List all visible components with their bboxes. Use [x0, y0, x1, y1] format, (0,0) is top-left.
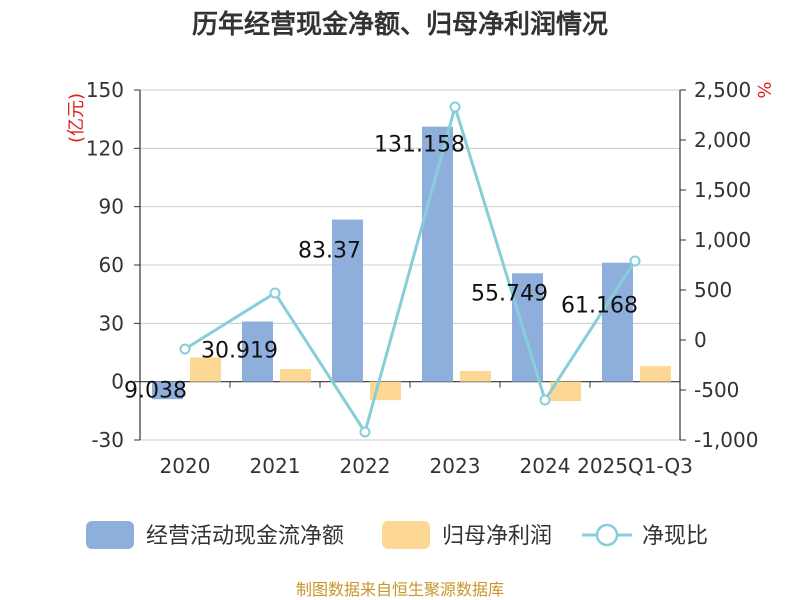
- axes: 150 120 90 60 30 0 -30 2,500 2,000 1,500 1,000 500 0…: [86, 78, 759, 478]
- ratio-point: [539, 394, 551, 406]
- cashflow-data-label: 55.749: [471, 281, 548, 306]
- right-tick-label: 1,000: [694, 228, 751, 252]
- cashflow-bar: [152, 381, 183, 400]
- cashflow-bar: [512, 273, 543, 382]
- grid: [140, 89, 680, 441]
- profit-bar: [640, 366, 671, 382]
- left-tick-label: 90: [99, 195, 124, 219]
- x-tick-label: 2023: [430, 454, 481, 478]
- right-tick-label: 2,500: [694, 78, 751, 102]
- source-note: 制图数据来自恒生聚源数据库: [296, 580, 504, 599]
- profit-bar: [460, 370, 491, 382]
- cashflow-data-label: 131.158: [374, 133, 465, 158]
- cashflow-data-label: 61.168: [561, 294, 638, 319]
- x-tick-label: 2020: [160, 454, 211, 478]
- cashflow-data-label: 83.37: [298, 239, 361, 264]
- profit-bar: [190, 357, 221, 382]
- legend-swatch-cashflow: [86, 521, 134, 549]
- ratio-point: [269, 287, 281, 299]
- right-tick-label: -500: [694, 378, 739, 402]
- legend-label-profit: 归母净利润: [442, 524, 552, 549]
- left-tick-label: 60: [99, 253, 124, 277]
- ratio-point: [359, 426, 371, 438]
- right-tick-label: 1,500: [694, 178, 751, 202]
- ratio-line-path: [184, 101, 637, 436]
- legend-marker-ratio: [595, 523, 619, 547]
- legend: 经营活动现金流净额 归母净利润 净现比: [86, 521, 708, 549]
- ratio-point: [179, 343, 191, 355]
- cashflow-bar: [602, 262, 633, 382]
- right-tick-label: 2,000: [694, 128, 751, 152]
- right-tick-label: 500: [694, 278, 732, 302]
- chart-title: 历年经营现金净额、归母净利润情况: [192, 9, 608, 40]
- ratio-line: [179, 101, 641, 438]
- cashflow-data-label: 30.919: [201, 339, 278, 364]
- cashflow-bar: [242, 321, 273, 382]
- legend-label-ratio: 净现比: [642, 524, 708, 549]
- cashflow-data-label: 9.038: [124, 379, 187, 404]
- profit-bar: [280, 369, 311, 382]
- left-tick-label: 120: [86, 136, 124, 160]
- ratio-point: [449, 101, 461, 113]
- left-tick-label: 0: [111, 370, 124, 394]
- x-tick-label: 2021: [250, 454, 301, 478]
- x-tick-label: 2022: [340, 454, 391, 478]
- profit-bar: [550, 381, 581, 402]
- left-tick-label: 30: [99, 311, 124, 335]
- left-tick-label: 150: [86, 78, 124, 102]
- right-axis-unit: %: [753, 81, 774, 98]
- cashflow-bar: [332, 219, 363, 382]
- ratio-point: [629, 255, 641, 267]
- legend-swatch-profit: [382, 521, 430, 549]
- x-tick-label: 2024: [520, 454, 571, 478]
- data-labels: 9.038 30.919 83.37 131.158 55.749 61.168: [124, 133, 638, 404]
- right-tick-label: 0: [694, 328, 707, 352]
- left-tick-label: -30: [91, 428, 124, 452]
- left-axis-unit: (亿元): [66, 93, 87, 143]
- legend-label-cashflow: 经营活动现金流净额: [146, 524, 344, 549]
- right-tick-label: -1,000: [694, 428, 758, 452]
- x-tick-label: 2025Q1-Q3: [577, 454, 693, 478]
